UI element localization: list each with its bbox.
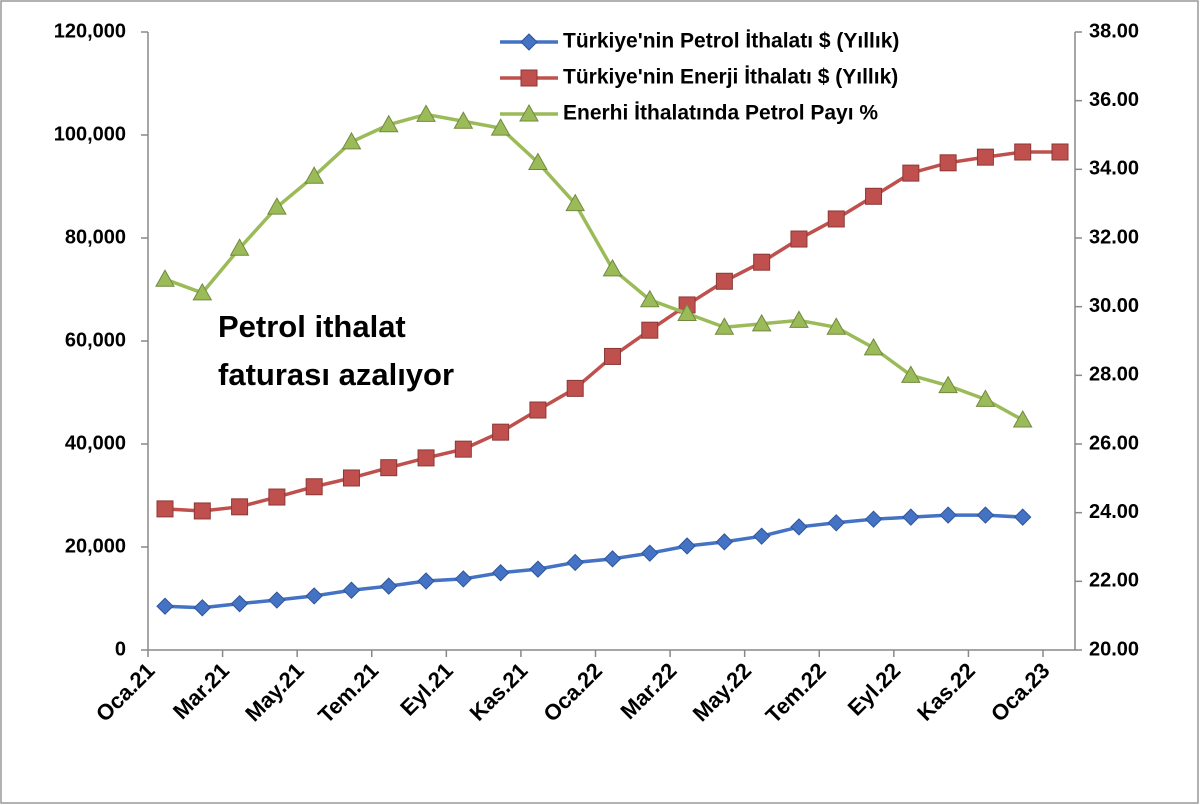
marker (714, 317, 735, 335)
marker (305, 587, 323, 605)
y2-tick-label: 36.00 (1089, 89, 1139, 111)
marker (380, 577, 398, 595)
marker (603, 550, 622, 568)
marker (938, 375, 958, 394)
marker (156, 597, 174, 615)
marker (380, 459, 398, 477)
marker (902, 164, 920, 182)
marker (678, 537, 696, 555)
y2-tick-label: 32.00 (1089, 226, 1139, 248)
marker (490, 118, 511, 136)
marker (231, 498, 249, 516)
marker (827, 210, 845, 228)
marker (491, 564, 510, 582)
marker (865, 187, 883, 205)
marker (342, 581, 361, 599)
legend-label: Enerhi İthalatında Petrol Payı % (563, 102, 878, 125)
y-tick-label: 20,000 (65, 535, 126, 557)
marker (341, 131, 362, 150)
marker (902, 508, 920, 526)
marker (528, 152, 548, 170)
marker (268, 488, 286, 506)
marker (229, 238, 250, 256)
marker (604, 347, 621, 365)
marker (1014, 508, 1032, 526)
y-tick-label: 60,000 (65, 329, 126, 351)
marker (900, 365, 921, 383)
marker (752, 527, 771, 545)
marker (939, 506, 957, 524)
y2-tick-label: 26.00 (1089, 432, 1139, 454)
marker (790, 230, 808, 248)
legend-marker (520, 69, 538, 87)
y-tick-label: 80,000 (65, 226, 126, 248)
y2-tick-label: 28.00 (1089, 364, 1139, 386)
marker (342, 469, 360, 487)
marker (566, 553, 584, 572)
marker (304, 166, 325, 184)
marker (826, 317, 847, 335)
marker (827, 514, 845, 532)
marker (790, 518, 808, 536)
marker (454, 570, 473, 588)
marker (156, 500, 174, 518)
y2-tick-label: 24.00 (1089, 501, 1139, 523)
legend-marker (519, 103, 539, 122)
legend-label: Türkiye'nin Petrol İthalatı $ (Yıllık) (563, 30, 899, 53)
marker (1051, 143, 1069, 161)
y2-tick-label: 30.00 (1089, 295, 1139, 317)
marker (230, 594, 249, 613)
marker (641, 544, 659, 562)
marker (975, 389, 996, 407)
marker (715, 533, 734, 551)
marker (155, 269, 175, 287)
marker (602, 258, 623, 277)
legend-marker (520, 33, 538, 51)
marker (492, 423, 510, 441)
marker (677, 303, 697, 322)
marker (976, 148, 994, 166)
y2-tick-label: 34.00 (1089, 158, 1139, 180)
marker (641, 321, 659, 339)
y2-tick-label: 38.00 (1089, 20, 1139, 42)
marker (939, 154, 957, 172)
annotation: Petrol ithalat (218, 309, 406, 344)
marker (453, 111, 474, 129)
marker (565, 193, 586, 212)
marker (416, 104, 436, 122)
marker (529, 401, 547, 419)
marker (751, 313, 772, 332)
marker (529, 560, 547, 578)
marker (639, 289, 660, 308)
marker (417, 449, 435, 467)
y-tick-label: 100,000 (54, 123, 126, 145)
marker (417, 572, 435, 590)
marker (454, 440, 472, 458)
marker (267, 197, 287, 215)
marker (789, 310, 809, 328)
marker (193, 502, 211, 520)
marker (192, 282, 213, 301)
y-tick-label: 120,000 (54, 20, 126, 42)
marker (305, 478, 323, 496)
legend-label: Türkiye'nin Enerji İthalatı $ (Yıllık) (563, 66, 898, 89)
marker (566, 379, 584, 397)
marker (193, 599, 211, 617)
marker (715, 272, 733, 290)
marker (378, 114, 399, 133)
y-tick-label: 40,000 (65, 432, 126, 454)
marker (864, 510, 883, 528)
marker (1014, 143, 1032, 161)
annotation: faturası azalıyor (218, 357, 454, 392)
y-tick-label: 0 (115, 638, 126, 660)
marker (753, 253, 771, 271)
marker (268, 591, 286, 609)
marker (863, 337, 884, 356)
marker (976, 506, 995, 524)
y2-tick-label: 20.00 (1089, 638, 1139, 660)
marker (1012, 409, 1033, 428)
y2-tick-label: 22.00 (1089, 570, 1139, 592)
